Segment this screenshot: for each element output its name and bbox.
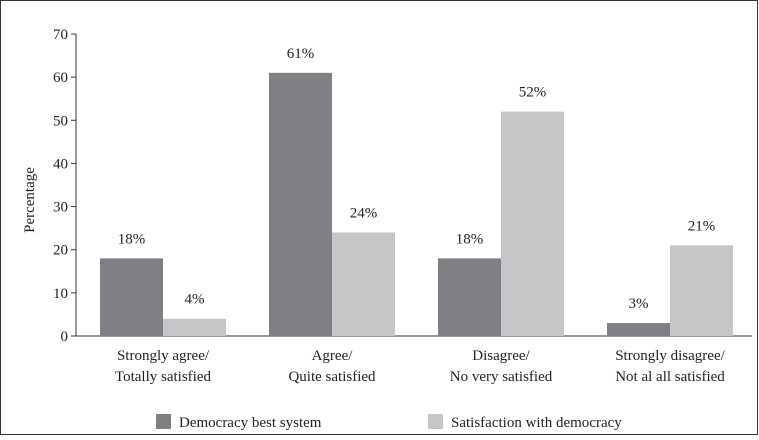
bar-satisfaction-with-democracy (163, 318, 226, 336)
bar-democracy-best-system (438, 258, 501, 336)
bar-democracy-best-system (100, 258, 163, 336)
data-label: 61% (287, 46, 315, 62)
data-label: 18% (118, 231, 146, 247)
bar-satisfaction-with-democracy (332, 232, 395, 336)
data-label: 4% (185, 292, 205, 308)
x-tick-label: No very satisfied (450, 369, 553, 385)
y-tick-label: 30 (53, 200, 68, 216)
x-tick-label: Strongly disagree/ (615, 348, 725, 364)
y-tick-label: 70 (53, 27, 68, 43)
data-labels: 18% 4% 61% 24% 18% 52% 3% 21% (118, 46, 716, 312)
data-label: 52% (519, 85, 547, 101)
data-label: 24% (350, 205, 378, 221)
legend-swatch (428, 414, 443, 429)
x-tick-label: Not al all satisfied (615, 369, 725, 385)
x-tick-label: Totally satisfied (115, 369, 212, 385)
y-tick-label: 0 (61, 329, 69, 345)
y-tick-label: 20 (53, 243, 68, 259)
y-tick-label: 60 (53, 70, 68, 86)
x-tick-label: Strongly agree/ (117, 348, 210, 364)
bar-satisfaction-with-democracy (670, 245, 733, 336)
data-label: 21% (688, 218, 716, 234)
y-tick-label: 40 (53, 156, 68, 172)
legend-swatch (156, 414, 171, 429)
axes: 0 10 20 30 40 50 60 70 Percentage (22, 27, 752, 345)
x-tick-label: Disagree/ (472, 348, 530, 364)
bar-democracy-best-system (607, 323, 670, 336)
legend-label: Satisfaction with democracy (451, 415, 622, 431)
x-tick-label: Quite satisfied (288, 369, 376, 385)
y-tick-label: 50 (53, 113, 68, 129)
category-labels: Strongly agree/Totally satisfied Agree/Qu… (115, 348, 726, 385)
legend: Democracy best system Satisfaction with d… (156, 414, 622, 431)
legend-label: Democracy best system (179, 415, 322, 431)
data-label: 3% (629, 296, 649, 312)
bar-satisfaction-with-democracy (501, 111, 564, 337)
bars (100, 72, 733, 337)
x-tick-label: Agree/ (312, 348, 354, 364)
y-tick-label: 10 (53, 286, 68, 302)
y-axis-title: Percentage (22, 167, 38, 233)
bar-democracy-best-system (269, 72, 332, 336)
data-label: 18% (456, 231, 484, 247)
